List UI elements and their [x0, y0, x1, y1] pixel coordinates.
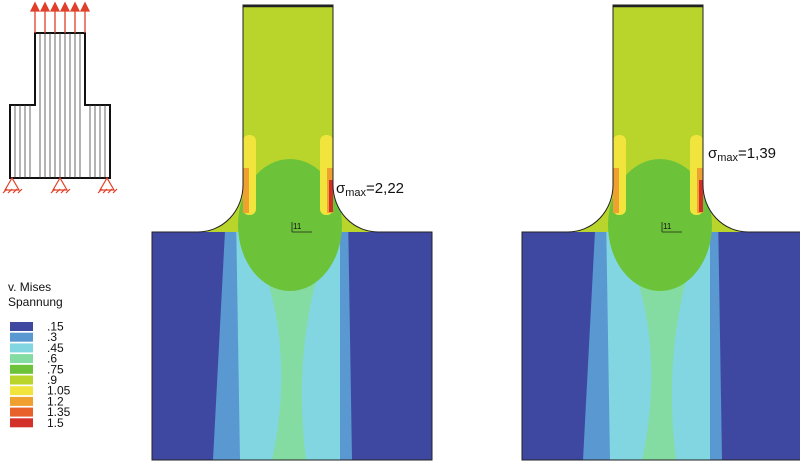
- legend-swatch: [10, 322, 33, 331]
- annotation: σmax=2,22: [336, 180, 404, 199]
- marker: 11: [293, 222, 302, 231]
- value: =1,39: [738, 145, 776, 162]
- legend-label: .3: [47, 330, 57, 344]
- legend-swatch: [10, 375, 33, 385]
- legend-label: .75: [47, 362, 64, 376]
- legend-label: .15: [47, 320, 64, 334]
- fem-panel: [520, 0, 800, 467]
- legend-title: Spannung: [8, 295, 63, 309]
- legend-label: 1.5: [47, 416, 64, 430]
- legend-swatch: [10, 396, 33, 406]
- legend-swatch: [10, 386, 33, 396]
- legend-swatch: [10, 343, 33, 353]
- legend-swatch: [10, 364, 33, 374]
- marker: 11: [663, 222, 672, 231]
- legend-swatch: [10, 407, 33, 417]
- legend-label: 1.35: [47, 405, 71, 419]
- legend-swatch: [10, 418, 33, 428]
- subscript: max: [345, 187, 366, 199]
- legend-title: v. Mises: [8, 280, 51, 294]
- legend-swatch: [10, 354, 33, 364]
- fem-panel: [150, 0, 440, 467]
- symbol: σ: [708, 145, 718, 162]
- value: =2,22: [366, 180, 404, 197]
- legend-label: 1.2: [47, 394, 64, 408]
- legend-label: .45: [47, 341, 64, 355]
- legend-label: .6: [47, 352, 57, 366]
- subscript: max: [717, 152, 738, 164]
- symbol: σ: [336, 180, 346, 197]
- schematic: [2, 1, 118, 194]
- legend-label: .9: [47, 373, 57, 387]
- annotation: σmax=1,39: [708, 145, 776, 164]
- legend-label: 1.05: [47, 384, 71, 398]
- legend-swatch: [10, 332, 33, 342]
- legend: v. Mises Spannung .15.3.45.6.75.91.051.2…: [8, 280, 71, 430]
